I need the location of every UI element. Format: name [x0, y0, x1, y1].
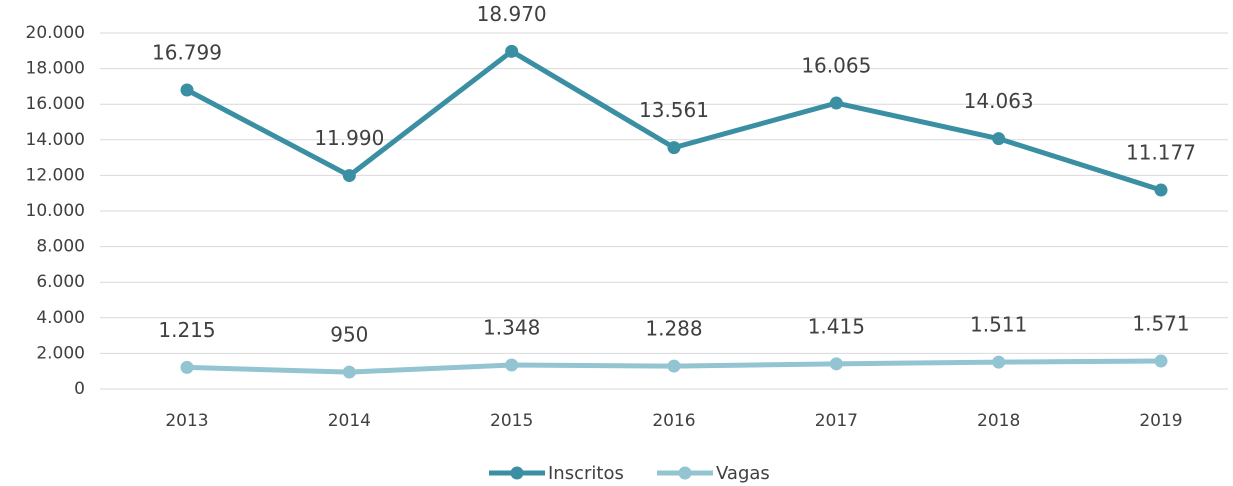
y-tick-label: 16.000 — [26, 94, 85, 114]
data-label: 11.990 — [314, 126, 384, 150]
y-tick-label: 12.000 — [26, 165, 85, 185]
data-label: 1.215 — [158, 318, 215, 342]
legend-marker — [678, 466, 692, 480]
data-label: 950 — [330, 323, 368, 347]
x-tick-label: 2017 — [815, 411, 858, 431]
x-tick-label: 2014 — [328, 411, 371, 431]
point — [992, 355, 1006, 369]
data-label: 1.415 — [808, 314, 865, 338]
point — [667, 141, 681, 155]
x-tick-label: 2013 — [165, 411, 208, 431]
y-tick-label: 20.000 — [26, 23, 85, 43]
legend-marker — [510, 466, 524, 480]
point — [667, 359, 681, 373]
data-label: 1.348 — [483, 316, 540, 340]
data-label: 16.799 — [152, 40, 222, 64]
point — [1154, 183, 1168, 197]
point — [505, 44, 519, 58]
legend-label: Vagas — [716, 463, 770, 484]
point — [829, 96, 843, 110]
data-label: 1.288 — [645, 317, 702, 341]
y-tick-label: 18.000 — [26, 59, 85, 79]
point — [342, 169, 356, 183]
data-label: 1.571 — [1132, 312, 1189, 336]
point — [829, 357, 843, 371]
data-label: 14.063 — [964, 89, 1034, 113]
y-tick-label: 8.000 — [36, 237, 85, 257]
data-label: 13.561 — [639, 98, 709, 122]
point — [180, 83, 194, 97]
x-tick-label: 2019 — [1139, 411, 1182, 431]
y-tick-label: 4.000 — [36, 308, 85, 328]
x-tick-label: 2016 — [652, 411, 695, 431]
data-label: 18.970 — [477, 2, 547, 26]
y-tick-label: 2.000 — [36, 343, 85, 363]
y-tick-label: 0 — [74, 379, 85, 399]
point — [342, 365, 356, 379]
point — [992, 132, 1006, 146]
point — [180, 360, 194, 374]
y-tick-label: 14.000 — [26, 130, 85, 150]
x-tick-label: 2015 — [490, 411, 533, 431]
data-label: 16.065 — [801, 54, 871, 78]
point — [1154, 354, 1168, 368]
x-tick-label: 2018 — [977, 411, 1020, 431]
data-label: 1.511 — [970, 313, 1027, 337]
legend-label: Inscritos — [548, 463, 624, 484]
data-label: 11.177 — [1126, 141, 1196, 165]
y-tick-label: 6.000 — [36, 272, 85, 292]
point — [505, 358, 519, 372]
y-tick-label: 10.000 — [26, 201, 85, 221]
